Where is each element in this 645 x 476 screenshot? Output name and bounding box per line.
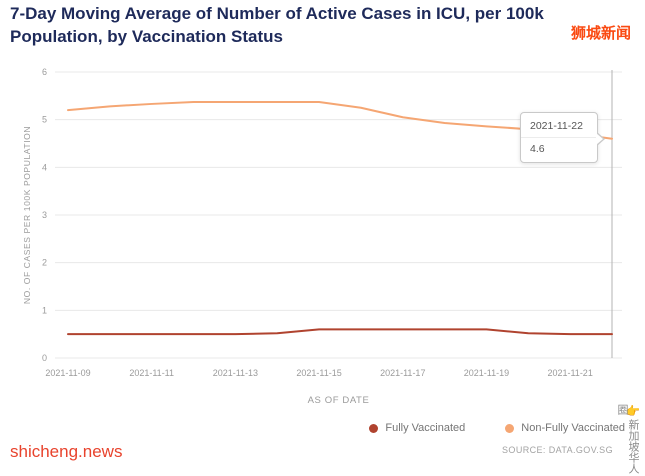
page-title: 7-Day Moving Average of Number of Active… <box>10 4 544 47</box>
chart-area[interactable]: 0 1 2 3 4 5 6 2021-11-09 2021-11-11 2021-11-13 202… <box>0 62 645 392</box>
y-tick-label: 4 <box>42 162 47 172</box>
y-axis-title: NO. OF CASES PER 100K POPULATION <box>22 125 32 305</box>
y-tick-label: 0 <box>42 353 47 363</box>
x-tick-label: 2021-11-21 <box>547 368 592 378</box>
x-tick-label: 2021-11-15 <box>296 368 341 378</box>
y-tick-label: 3 <box>42 210 47 220</box>
y-tick-label: 2 <box>42 258 47 268</box>
legend-label: Non-Fully Vaccinated <box>521 422 625 434</box>
x-tick-label: 2021-11-17 <box>380 368 425 378</box>
chart-svg[interactable]: 0 1 2 3 4 5 6 2021-11-09 2021-11-11 2021-11-13 202… <box>0 62 645 392</box>
legend-item-fully-vaccinated[interactable]: Fully Vaccinated <box>369 422 465 434</box>
source-caption: SOURCE: DATA.GOV.SG <box>502 445 613 455</box>
watermark-vertical-text: 新加坡华人圈 <box>616 404 639 474</box>
pointing-hand-icon: 👉 <box>626 404 639 419</box>
y-tick-label: 6 <box>42 67 47 77</box>
tooltip-value: 4.6 <box>530 143 545 155</box>
x-tick-label: 2021-11-09 <box>45 368 90 378</box>
tooltip-date: 2021-11-22 <box>521 113 597 138</box>
y-tick-label: 5 <box>42 115 47 125</box>
x-axis-title: AS OF DATE <box>307 395 370 406</box>
legend-label: Fully Vaccinated <box>385 422 466 434</box>
chart-tooltip: 2021-11-22 4.6 <box>520 112 605 163</box>
watermark-vertical: 👉新加坡华人圈 <box>616 404 639 476</box>
series-line-fully-vaccinated[interactable] <box>67 328 613 336</box>
legend-item-non-fully-vaccinated[interactable]: Non-Fully Vaccinated <box>505 422 625 434</box>
legend-dot-icon <box>505 423 515 433</box>
y-tick-label: 1 <box>42 305 47 315</box>
x-tick-label: 2021-11-13 <box>213 368 258 378</box>
chart-legend: Fully Vaccinated Non-Fully Vaccinated <box>369 422 625 434</box>
watermark-shicheng-news: shicheng.news <box>10 442 123 461</box>
legend-dot-icon <box>369 423 379 433</box>
x-tick-label: 2021-11-19 <box>464 368 509 378</box>
x-tick-label: 2021-11-11 <box>129 368 174 378</box>
watermark-cn-top: 狮城新闻 <box>570 25 631 42</box>
